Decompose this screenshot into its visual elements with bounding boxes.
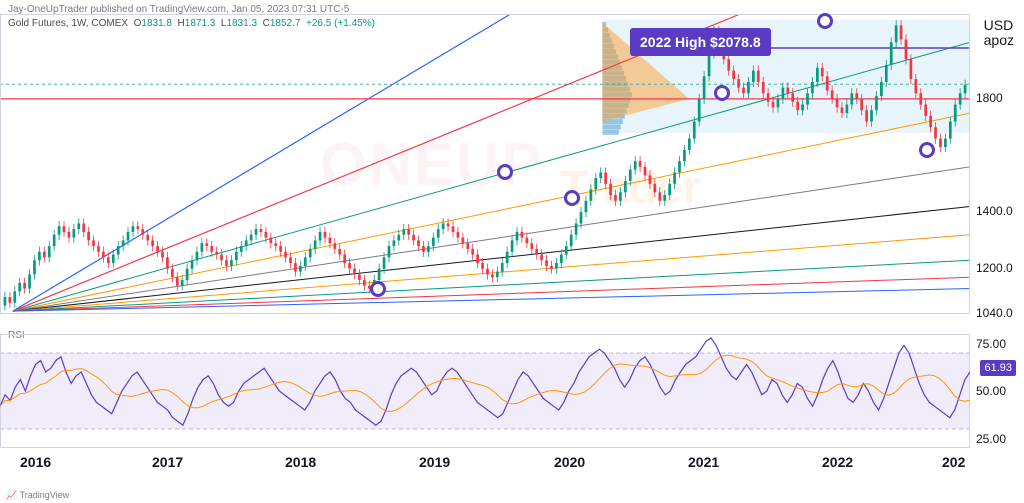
xtick-label: 2016 [20, 454, 51, 470]
y-axis-rsi: 75.00 50.00 25.00 [970, 334, 1024, 448]
xtick-label: 2019 [419, 454, 450, 470]
ytick-label: 1800 [976, 91, 1003, 105]
y-axis-price: 18001400.01200.01040.0 [970, 14, 1024, 314]
xtick-label: 2022 [822, 454, 853, 470]
chart-marker [919, 142, 935, 158]
ytick-label: 1040.0 [976, 306, 1013, 320]
xtick-label: 2017 [152, 454, 183, 470]
tradingview-logo: 📈 TradingView [6, 490, 69, 501]
xtick-label: 2018 [285, 454, 316, 470]
ytick-label: 1200.0 [976, 261, 1013, 275]
xtick-label: 2020 [554, 454, 585, 470]
xtick-label: 202 [942, 454, 965, 470]
ytick-label: 1400.0 [976, 204, 1013, 218]
rsi-chart[interactable] [0, 334, 970, 448]
price-chart[interactable] [0, 14, 970, 314]
high-callout: 2022 High $2078.8 [630, 28, 771, 56]
rsi-ytick: 75.00 [976, 337, 1006, 351]
chart-marker [817, 13, 833, 29]
chart-marker [497, 164, 513, 180]
branding-text: TradingView [20, 490, 70, 500]
rsi-current-badge: 61.93 [980, 360, 1016, 376]
chart-marker [564, 190, 580, 206]
xtick-label: 2021 [688, 454, 719, 470]
chart-marker [370, 281, 386, 297]
x-axis-time: 2016 2017 2018 2019 2020 2021 2022 202 [0, 454, 970, 480]
rsi-ytick: 50.00 [976, 384, 1006, 398]
chart-marker [714, 85, 730, 101]
rsi-ytick: 25.00 [976, 432, 1006, 446]
